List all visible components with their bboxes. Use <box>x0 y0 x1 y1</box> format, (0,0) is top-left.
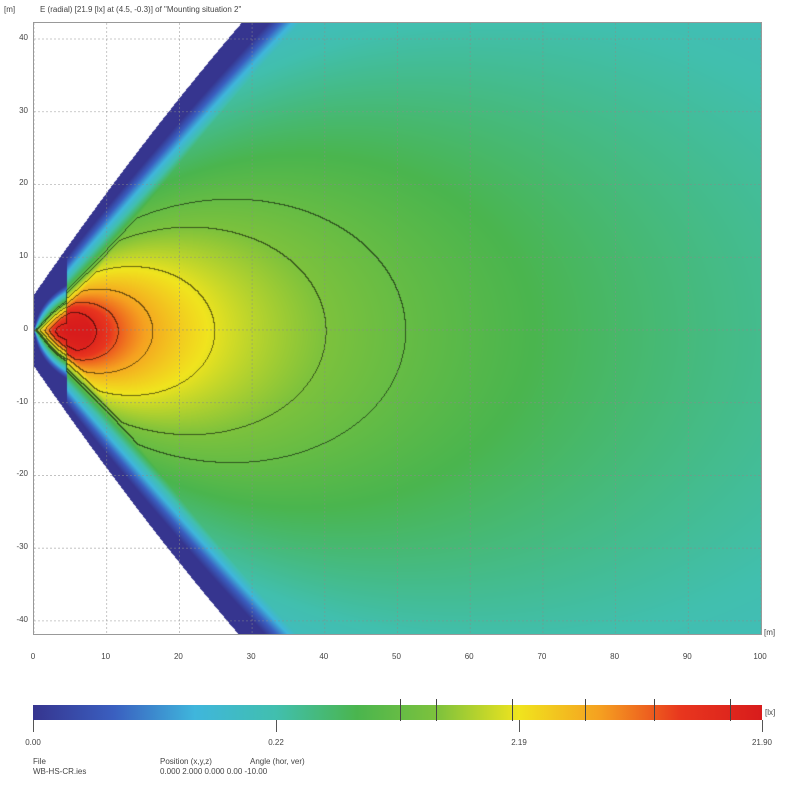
colorbar-tick-label: 21.90 <box>751 738 773 747</box>
position-angle-values: 0.000 2.000 0.000 0.00 -10.00 <box>160 767 268 776</box>
x-tick-label: 20 <box>173 652 183 661</box>
file-value: WB-HS-CR.ies <box>33 767 87 776</box>
contour-level-mark <box>585 699 587 721</box>
plot-area <box>33 22 762 635</box>
colorbar-tick <box>33 720 34 732</box>
y-tick-label: -30 <box>16 542 28 552</box>
x-tick-label: 80 <box>610 652 620 661</box>
contour-level-mark <box>436 699 438 721</box>
colorbar-tick <box>276 720 277 732</box>
file-label: File <box>33 757 46 766</box>
colorbar <box>33 705 762 720</box>
x-tick-label: 40 <box>319 652 329 661</box>
y-tick-label: 10 <box>19 251 28 261</box>
y-tick-label: -40 <box>16 614 28 624</box>
colorbar-tick-label: 2.19 <box>511 738 527 747</box>
y-tick-label: -20 <box>16 469 28 479</box>
chart-title: E (radial) [21.9 [lx] at (4.5, -0.3)] of… <box>40 5 242 14</box>
y-tick-label: 20 <box>19 178 28 188</box>
x-tick-label: 90 <box>682 652 692 661</box>
x-tick-label: 10 <box>101 652 111 661</box>
x-tick-label: 60 <box>464 652 474 661</box>
grid-lines <box>34 23 761 634</box>
position-label: Position (x,y,z) <box>160 757 212 766</box>
y-tick-label: -10 <box>16 396 28 406</box>
colorbar-tick <box>762 720 763 732</box>
contour-level-mark <box>512 699 514 721</box>
y-unit-label: [m] <box>4 5 16 14</box>
x-tick-label: 70 <box>537 652 547 661</box>
x-tick-label: 0 <box>30 652 36 661</box>
colorbar-tick <box>519 720 520 732</box>
contour-level-mark <box>729 699 731 721</box>
colorbar-unit: [lx] <box>765 708 776 717</box>
colorbar-tick-label: 0.22 <box>268 738 284 747</box>
contour-level-mark <box>400 699 402 721</box>
y-tick-label: 40 <box>19 33 28 42</box>
x-tick-label: 100 <box>753 652 767 661</box>
colorbar-tick-label: 0.00 <box>25 738 41 747</box>
contour-level-mark <box>654 699 656 721</box>
x-tick-label: 30 <box>246 652 256 661</box>
x-tick-label: 50 <box>392 652 401 661</box>
y-tick-label: 30 <box>19 105 28 115</box>
y-tick-label: 0 <box>23 323 28 333</box>
angle-label: Angle (hor, ver) <box>250 757 305 766</box>
x-unit-label: [m] <box>764 628 776 637</box>
